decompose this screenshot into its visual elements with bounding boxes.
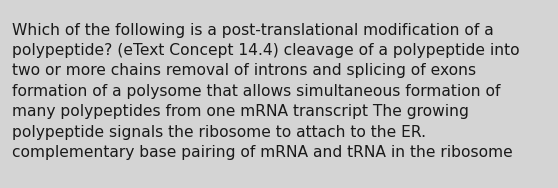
Text: Which of the following is a post-translational modification of a
polypeptide? (e: Which of the following is a post-transla…: [12, 23, 520, 160]
